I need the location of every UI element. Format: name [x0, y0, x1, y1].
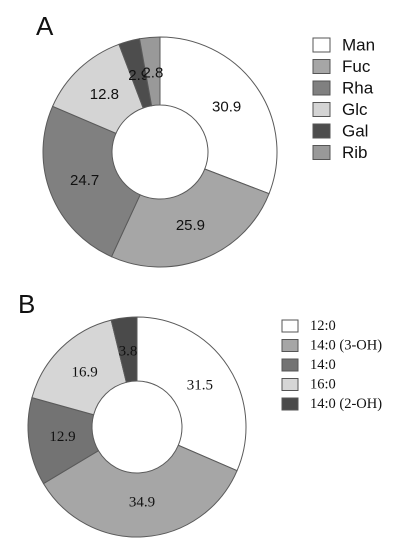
legend-swatch-rib [312, 145, 331, 160]
legend-label-man: Man [342, 36, 375, 55]
legend-a: Man Fuc Rha Glc Gal Rib [312, 36, 375, 162]
legend-label-rib: Rib [342, 143, 368, 162]
legend-label-14-0-3-oh: 14:0 (3-OH) [310, 338, 382, 354]
panel-a-letter: A [36, 11, 54, 41]
slice-fuc [110, 168, 270, 268]
slice-rha [42, 105, 141, 258]
slice-label-16-0: 16.9 [72, 364, 98, 380]
legend-label-12-0: 12:0 [310, 318, 336, 334]
slice-label-14-0-2-oh: 3.8 [119, 344, 138, 360]
legend-label-16-0: 16:0 [310, 377, 336, 393]
legend-label-gal: Gal [342, 122, 368, 141]
legend-swatch-gal [312, 123, 331, 139]
slice-label-gal: 2.9 [128, 67, 149, 84]
slice-label-fuc: 25.9 [176, 217, 205, 234]
legend-swatch-rha [312, 80, 331, 96]
legend-swatch-man [312, 37, 331, 53]
slice-label-rha: 24.7 [70, 172, 99, 189]
legend-swatch-14-0-2-oh [281, 397, 299, 411]
legend-swatch-14-0 [281, 358, 299, 372]
legend-swatch-12-0 [281, 319, 299, 333]
panel-b: B 31.5 34.9 12.9 16.9 3.8 12:0 14:0 (3-OH) 14:… [18, 289, 382, 538]
donut-chart-a: 30.9 25.9 24.7 12.8 2.92.8 [42, 36, 278, 268]
panel-b-letter: B [18, 289, 35, 319]
legend-label-14-0-2-oh: 14:0 (2-OH) [310, 396, 382, 412]
legend-b: 12:0 14:0 (3-OH) 14:0 16:0 14:0 (2-OH) [281, 318, 382, 412]
legend-label-fuc: Fuc [342, 57, 371, 76]
slice-label-rib: 2.8 [142, 64, 163, 81]
panel-a: A 30.9 25.9 24.7 12.8 2.92.8 Man Fuc Rha Glc Gal… [36, 11, 375, 268]
slice-man [159, 36, 278, 195]
slice-label-12-0: 31.5 [187, 377, 213, 393]
slice-16-0 [31, 319, 127, 416]
legend-label-rha: Rha [342, 79, 374, 98]
slice-label-man: 30.9 [212, 99, 241, 116]
slice-14-0-2-oh [110, 316, 138, 383]
slice-14-0-3-oh [42, 444, 238, 538]
slice-label-14-0-3-oh: 34.9 [129, 495, 155, 511]
legend-swatch-14-0-3-oh [281, 339, 299, 352]
legend-swatch-16-0 [281, 378, 299, 391]
slice-label-glc: 12.8 [90, 86, 119, 103]
legend-label-glc: Glc [342, 100, 368, 119]
legend-label-14-0: 14:0 [310, 357, 336, 373]
slice-label-14-0: 12.9 [49, 429, 75, 445]
donut-chart-b: 31.5 34.9 12.9 16.9 3.8 [27, 316, 247, 538]
legend-swatch-fuc [312, 59, 331, 74]
slice-12-0 [136, 316, 247, 472]
slice-rib [138, 36, 161, 107]
legend-swatch-glc [312, 102, 331, 117]
